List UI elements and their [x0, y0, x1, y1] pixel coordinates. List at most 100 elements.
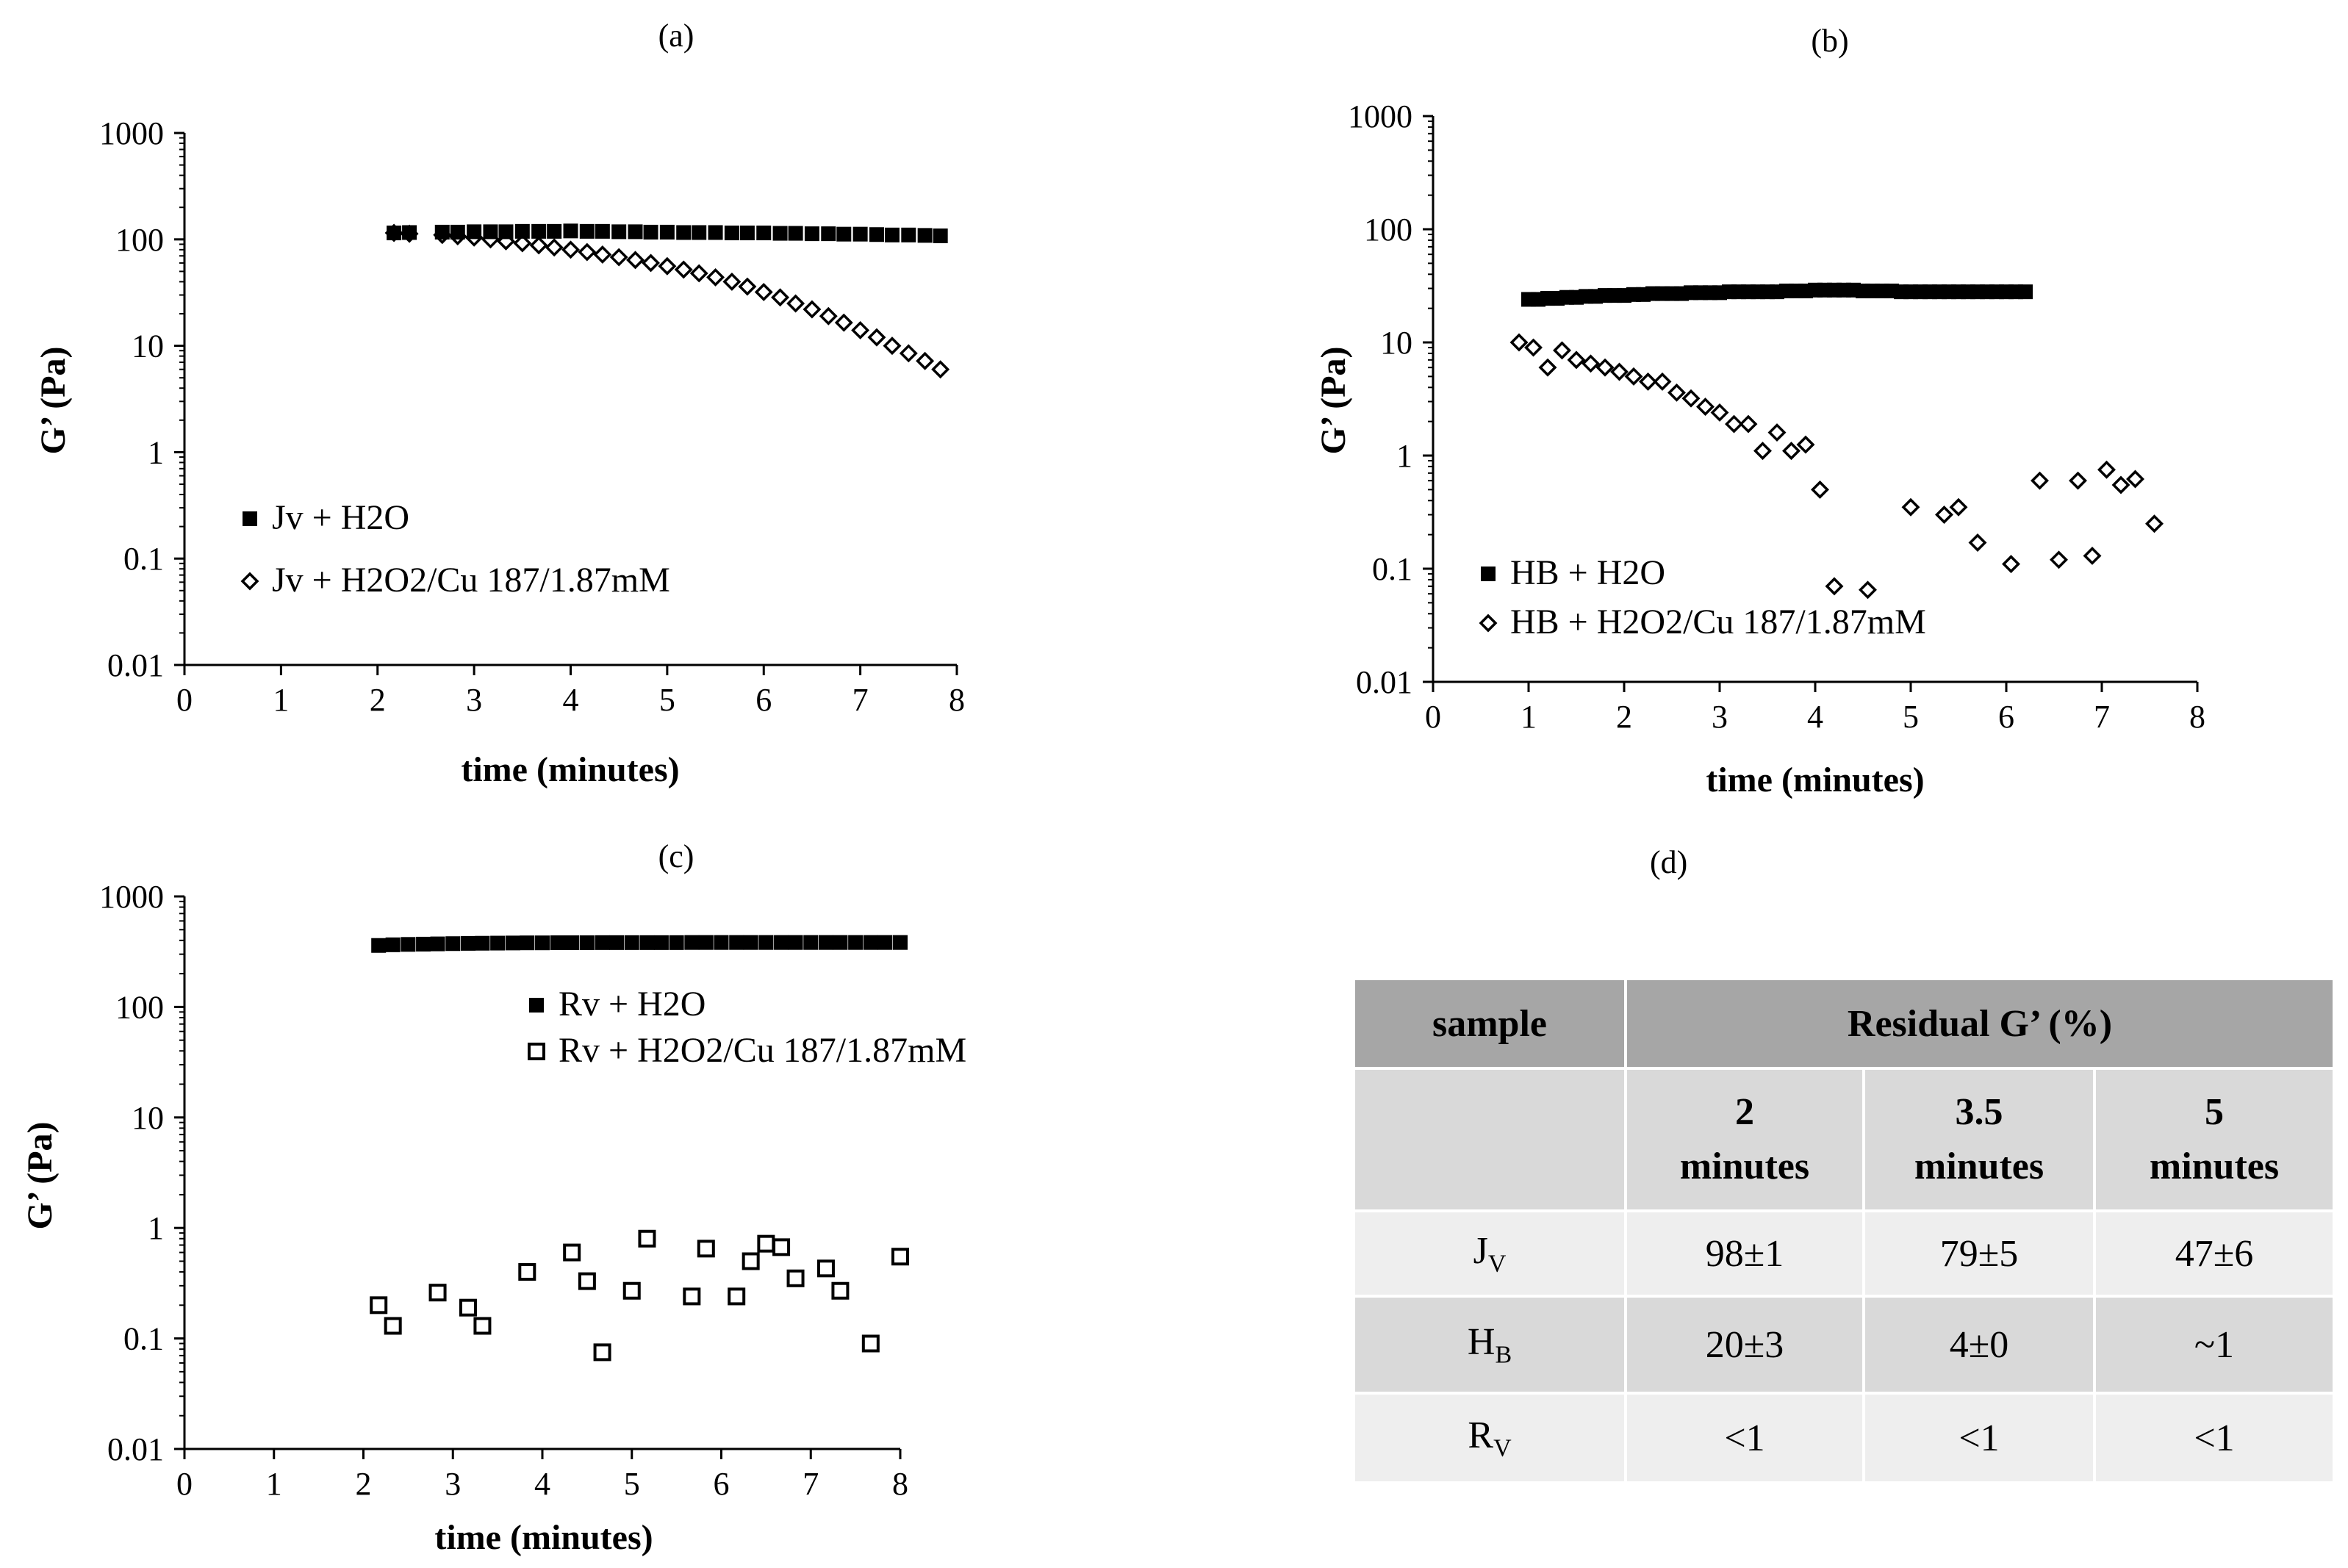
y-tick-label: 10 — [132, 328, 164, 364]
data-point — [445, 936, 461, 952]
x-tick-label: 5 — [624, 1466, 640, 1502]
data-point — [481, 230, 500, 249]
data-point — [497, 231, 515, 251]
data-point — [788, 935, 803, 950]
x-tick-label: 4 — [534, 1466, 550, 1502]
data-point — [1935, 506, 1953, 524]
legend-label: Rv + H2O — [559, 985, 706, 1024]
data-point — [513, 234, 532, 253]
x-tick-label: 2 — [356, 1466, 372, 1502]
data-point — [2083, 546, 2102, 565]
row-label-sub: V — [1487, 1250, 1507, 1278]
data-point — [1667, 383, 1686, 402]
subheader-value: 3.5 — [1955, 1091, 2003, 1133]
data-point — [653, 935, 669, 950]
data-point — [788, 226, 803, 241]
data-point — [578, 242, 597, 262]
x-tick-label: 8 — [892, 1466, 908, 1502]
y-axis-title: G’ (Pa) — [34, 346, 73, 454]
data-point — [818, 935, 833, 950]
y-tick-label: 0.01 — [107, 1431, 164, 1467]
data-point — [448, 227, 467, 246]
data-point — [669, 935, 684, 950]
data-point — [1610, 362, 1629, 381]
data-point — [658, 256, 677, 276]
x-tick-label: 7 — [852, 682, 869, 718]
data-point — [2097, 460, 2116, 479]
data-point — [1595, 358, 1615, 377]
data-point — [901, 227, 916, 242]
data-point — [2002, 555, 2020, 574]
table-cell: 79±5 — [1865, 1212, 2093, 1295]
data-point — [1710, 403, 1729, 422]
data-point — [756, 226, 772, 241]
y-tick-label: 0.1 — [123, 541, 164, 577]
legend-marker — [529, 998, 544, 1013]
x-tick-label: 3 — [1712, 699, 1728, 735]
y-tick-label: 100 — [115, 222, 164, 258]
data-point — [757, 1234, 775, 1253]
data-point — [1767, 423, 1787, 442]
data-point — [684, 935, 700, 950]
panel-label: (c) — [658, 838, 694, 874]
data-point — [1567, 350, 1586, 370]
x-tick-label: 6 — [714, 1466, 730, 1502]
table-subheader-empty — [1355, 1070, 1624, 1209]
data-point — [916, 351, 935, 370]
legend-label: Jv + H2O2/Cu 187/1.87mM — [272, 561, 670, 600]
x-tick-label: 0 — [176, 1466, 193, 1502]
data-point — [428, 1284, 447, 1302]
residual-g-table: sample Residual G’ (%) 2 minutes 3.5 min… — [1352, 977, 2336, 1484]
data-point — [563, 223, 578, 239]
data-point — [611, 224, 627, 240]
data-point — [674, 260, 693, 279]
table-cell: <1 — [1865, 1395, 2093, 1481]
data-point — [851, 320, 870, 339]
subheader-value: 5 — [2205, 1091, 2224, 1133]
data-point — [1524, 338, 1543, 357]
data-point — [729, 935, 744, 950]
x-tick-label: 1 — [266, 1466, 282, 1502]
y-tick-label: 1000 — [99, 879, 164, 915]
data-point — [609, 248, 628, 267]
table-cell: 20±3 — [1627, 1298, 1862, 1392]
data-point — [917, 228, 933, 243]
legend-marker — [1481, 567, 1496, 581]
y-tick-label: 1 — [1396, 438, 1412, 474]
data-point — [706, 267, 725, 287]
data-point — [803, 935, 819, 950]
y-tick-label: 100 — [115, 989, 164, 1025]
table-cell: <1 — [2096, 1395, 2333, 1481]
data-point — [772, 226, 788, 241]
data-point — [2069, 471, 2087, 490]
data-point — [689, 264, 708, 283]
data-point — [505, 935, 520, 951]
x-tick-label: 5 — [1903, 699, 1919, 735]
data-point — [697, 1240, 715, 1258]
table-row-label: RV — [1355, 1395, 1624, 1481]
data-point — [563, 1243, 581, 1262]
data-point — [834, 313, 853, 332]
data-point — [609, 935, 625, 950]
row-label-base: H — [1467, 1320, 1496, 1363]
data-point — [738, 277, 757, 296]
data-point — [786, 1269, 805, 1287]
x-tick-label: 8 — [949, 682, 965, 718]
panel-label: (b) — [1811, 23, 1848, 59]
data-point — [708, 225, 723, 240]
data-point — [692, 225, 707, 240]
data-point — [579, 935, 595, 951]
data-point — [676, 225, 692, 240]
data-point — [883, 337, 902, 356]
data-point — [400, 224, 419, 243]
data-point — [561, 240, 580, 259]
data-point — [1782, 442, 1801, 461]
data-point — [852, 226, 868, 242]
data-point — [593, 1343, 611, 1362]
data-point — [459, 1298, 477, 1317]
data-point — [754, 282, 773, 301]
data-point — [1582, 354, 1600, 373]
table-subheader-cell: 2 minutes — [1627, 1070, 1862, 1209]
legend-label: Rv + H2O2/Cu 187/1.87mM — [559, 1031, 966, 1070]
subheader-value: 2 — [1735, 1091, 1754, 1133]
